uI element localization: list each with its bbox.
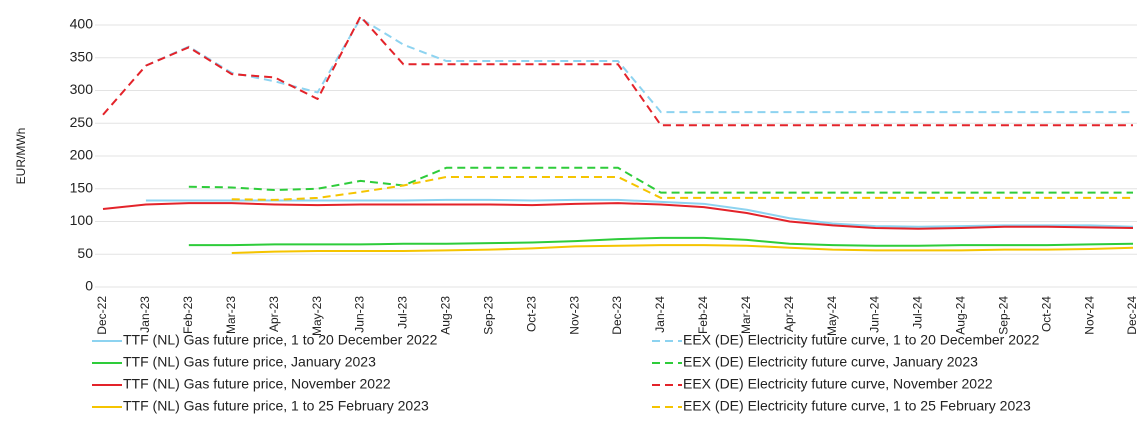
legend-label: TTF (NL) Gas future price, January 2023 (123, 354, 376, 370)
series-line (145, 17, 1133, 114)
x-tick-label: May-24 (825, 296, 839, 336)
x-tick-label: Dec-22 (95, 296, 109, 335)
series-line (102, 15, 1133, 127)
series-line (145, 198, 1134, 228)
x-tick-label: Apr-24 (782, 296, 796, 332)
x-tick-label: Sep-23 (481, 296, 495, 335)
series-line (188, 236, 1134, 247)
y-tick-label: 250 (70, 114, 94, 130)
y-tick-label: 100 (70, 212, 94, 228)
y-tick-label: 50 (77, 245, 93, 261)
x-tick-label: Nov-24 (1082, 296, 1096, 335)
y-axis-label: EUR/MWh (14, 128, 28, 185)
y-tick-label: 350 (70, 48, 94, 64)
x-tick-label: Feb-23 (181, 296, 195, 334)
x-tick-label: Dec-24 (1125, 296, 1139, 335)
legend-label: TTF (NL) Gas future price, November 2022 (123, 376, 391, 392)
legend-label: EEX (DE) Electricity future curve, 1 to … (683, 398, 1031, 414)
x-tick-label: Oct-23 (524, 296, 538, 332)
legend-label: TTF (NL) Gas future price, 1 to 20 Decem… (123, 332, 438, 348)
y-tick-label: 0 (85, 278, 93, 294)
x-tick-label: Jan-24 (653, 296, 667, 333)
legend-label: TTF (NL) Gas future price, 1 to 25 Febru… (123, 398, 429, 414)
legend-label: EEX (DE) Electricity future curve, Janua… (683, 354, 978, 370)
x-tick-label: Feb-24 (696, 296, 710, 334)
x-tick-label: Mar-23 (224, 296, 238, 334)
series-line (231, 244, 1134, 254)
x-tick-label: Dec-23 (610, 296, 624, 335)
x-tick-label: Aug-23 (439, 296, 453, 335)
series-line (231, 175, 1133, 201)
x-tick-label: Oct-24 (1039, 296, 1053, 332)
x-tick-label: Jan-23 (138, 296, 152, 333)
y-tick-label: 300 (70, 81, 94, 97)
series-line (188, 166, 1133, 194)
x-tick-label: Nov-23 (567, 296, 581, 335)
legend-label: EEX (DE) Electricity future curve, 1 to … (683, 332, 1040, 348)
y-tick-label: 150 (70, 179, 94, 195)
x-tick-label: Sep-24 (996, 296, 1010, 335)
x-tick-label: Jul-24 (911, 296, 925, 329)
x-tick-label: Jun-24 (868, 296, 882, 333)
y-tick-label: 400 (70, 16, 94, 32)
x-tick-label: Jul-23 (396, 296, 410, 329)
series-line (102, 202, 1134, 230)
x-tick-label: Mar-24 (739, 296, 753, 334)
legend-label: EEX (DE) Electricity future curve, Novem… (683, 376, 993, 392)
x-tick-label: May-23 (310, 296, 324, 336)
x-tick-label: Aug-24 (954, 296, 968, 335)
y-tick-label: 200 (70, 147, 94, 163)
x-tick-label: Apr-23 (267, 296, 281, 332)
x-tick-label: Jun-23 (353, 296, 367, 333)
